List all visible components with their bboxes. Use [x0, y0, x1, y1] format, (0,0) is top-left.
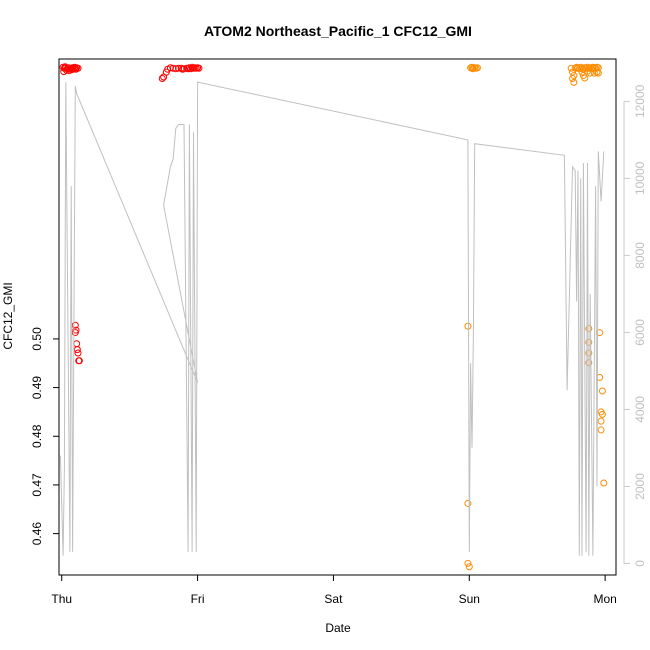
y2-tick-label: 4000	[633, 396, 647, 423]
chart-title: ATOM2 Northeast_Pacific_1 CFC12_GMI	[204, 23, 472, 39]
data-point	[585, 338, 593, 346]
y2-tick-label: 8000	[633, 242, 647, 269]
series-line	[59, 81, 605, 556]
plot-area	[58, 58, 617, 576]
data-point	[598, 387, 606, 395]
y-tick-label: 0.47	[30, 473, 44, 497]
y2-tick-label: 0	[633, 560, 647, 567]
data-point	[73, 346, 81, 354]
data-point	[71, 321, 79, 329]
x-tick-label: Mon	[593, 592, 616, 606]
data-point	[473, 64, 481, 72]
data-point	[184, 65, 192, 73]
data-point	[179, 65, 187, 73]
data-point	[74, 64, 82, 72]
data-point	[469, 65, 477, 73]
data-point	[464, 559, 472, 567]
data-point	[585, 325, 593, 333]
data-point	[597, 426, 605, 434]
data-point	[586, 69, 594, 77]
data-point	[61, 63, 69, 71]
data-point	[169, 64, 177, 72]
data-point	[158, 74, 166, 82]
data-point	[597, 417, 605, 425]
data-point	[172, 65, 180, 73]
data-point	[75, 357, 83, 365]
y2-tick-label: 10000	[633, 161, 647, 195]
x-tick-label: Fri	[191, 592, 205, 606]
x-tick-label: Sat	[324, 592, 343, 606]
data-point	[594, 64, 602, 72]
y-tick-label: 0.48	[30, 424, 44, 448]
data-point	[581, 74, 589, 82]
x-tick-label: Sun	[459, 592, 480, 606]
series-layer	[59, 63, 608, 571]
y-tick-label: 0.49	[30, 376, 44, 400]
x-tick-label: Thu	[51, 592, 72, 606]
data-point	[188, 63, 196, 71]
y2-tick-label: 6000	[633, 319, 647, 346]
data-point	[594, 69, 602, 77]
data-point	[177, 64, 185, 72]
y-tick-label: 0.50	[30, 327, 44, 351]
y2-tick-label: 2000	[633, 473, 647, 500]
data-point	[570, 78, 578, 86]
data-point	[585, 359, 593, 367]
data-point	[195, 64, 203, 72]
data-point	[465, 563, 473, 571]
data-point	[175, 64, 183, 72]
y-axis: 0.46 0.47 0.48 0.49 0.50	[30, 327, 59, 545]
data-point	[73, 340, 81, 348]
data-point	[62, 66, 70, 74]
data-point	[583, 63, 591, 71]
data-point	[569, 74, 577, 82]
x-axis-label: Date	[325, 621, 351, 635]
y2-tick-label: 12000	[633, 84, 647, 118]
data-point	[74, 349, 82, 357]
data-point	[185, 64, 193, 72]
secondary-y-axis: 0 2000 4000 6000 8000 10000 12000	[623, 84, 647, 567]
y-axis-label: CFC12_GMI	[1, 282, 15, 349]
data-point	[600, 479, 608, 487]
x-axis: Thu Fri Sat Sun Mon	[51, 575, 617, 606]
data-point	[71, 63, 79, 71]
data-point	[585, 349, 593, 357]
data-point	[598, 410, 606, 418]
data-point	[464, 322, 472, 330]
data-point	[593, 68, 601, 76]
data-point	[187, 65, 195, 73]
y-tick-label: 0.46	[30, 522, 44, 546]
data-point	[71, 329, 79, 337]
data-point	[464, 499, 472, 507]
